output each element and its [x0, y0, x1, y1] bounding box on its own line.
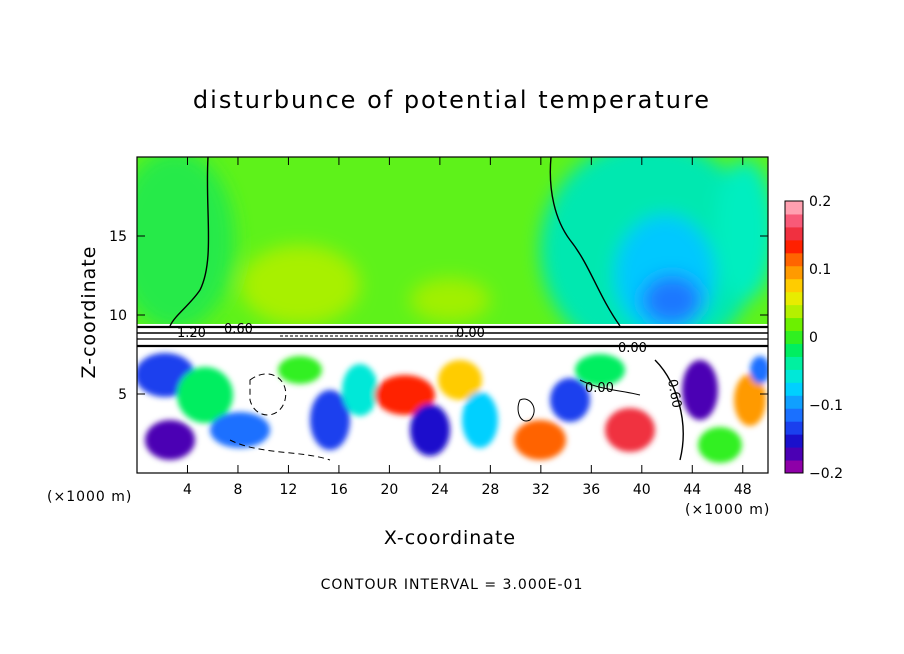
colorbar: 0.2 0.1 0 −0.1 −0.2 [784, 194, 843, 482]
colorbar-segment [785, 239, 803, 254]
contour-label: 0.00 [456, 326, 485, 341]
x-tick-label: 12 [280, 482, 298, 498]
chart-title: disturbunce of potential temperature [192, 86, 712, 114]
contour-label: 1.20 [177, 326, 206, 341]
contour-eddy-2 [517, 398, 535, 422]
colorbar-segment [785, 408, 803, 422]
colorbar-tick-label: 0.1 [809, 262, 831, 278]
colorbar-segment [785, 265, 803, 280]
x-tick-label: 32 [532, 482, 550, 498]
contour-interval-note: CONTOUR INTERVAL = 3.000E-01 [320, 577, 584, 593]
y-tick-label: 5 [118, 387, 127, 403]
contour-label-group: 1.20 0.60 0.00 0.00 0.00 0.60 [177, 322, 684, 409]
field-upper-anomalies [137, 157, 768, 360]
colorbar-tick-label: 0 [809, 330, 818, 346]
contour-eddy-4 [229, 439, 331, 461]
colorbar-segment [785, 460, 803, 474]
colorbar-segment [785, 213, 803, 228]
contour-label: 0.00 [618, 341, 647, 356]
colorbar-segment [785, 330, 803, 344]
colorbar-frame [784, 200, 804, 474]
x-tick-label: 16 [330, 482, 348, 498]
colorbar-segment [785, 382, 803, 396]
contour-zero-right [549, 157, 621, 327]
colorbar-segment [785, 356, 803, 370]
contour-label: 0.60 [224, 322, 253, 337]
y-axis-label: Z-coordinate [78, 245, 100, 379]
x-tick-label: 44 [683, 482, 701, 498]
contour-label: 0.00 [585, 381, 614, 396]
x-tick-label: 24 [431, 482, 449, 498]
colorbar-segment [785, 421, 803, 435]
contour-eddy-5 [579, 379, 641, 396]
colorbar-segment [785, 317, 803, 332]
x-tick-label: 8 [233, 482, 242, 498]
contour-label: 0.60 [664, 378, 684, 409]
field-lower-eddies [137, 353, 768, 463]
x-tick-label: 36 [582, 482, 600, 498]
y-tick-label: 10 [109, 308, 127, 324]
x-axis-label: X-coordinate [383, 527, 517, 549]
colorbar-segment [785, 395, 803, 409]
colorbar-segment [785, 201, 803, 215]
colorbar-segment [785, 447, 803, 461]
colorbar-segment [785, 343, 803, 357]
x-tick-label: 28 [481, 482, 499, 498]
contour-eddy-3 [654, 359, 684, 461]
x-tick-label: 48 [734, 482, 752, 498]
contour-eddy-1 [249, 373, 287, 416]
colorbar-segment [785, 291, 803, 306]
colorbar-tick-label: −0.1 [809, 398, 843, 414]
x-unit-label-right: (×1000 m) [685, 502, 771, 518]
y-tick-label: 15 [109, 229, 127, 245]
x-tick-label: 20 [380, 482, 398, 498]
colorbar-segment [785, 434, 803, 448]
colorbar-segment [785, 369, 803, 383]
colorbar-segment [785, 226, 803, 241]
x-tick-label: 4 [183, 482, 192, 498]
colorbar-segment [785, 304, 803, 319]
colorbar-segment [785, 252, 803, 267]
contour-zero-left [169, 157, 210, 327]
colorbar-tick-label: −0.2 [809, 466, 843, 482]
heatmap-field [137, 157, 768, 473]
x-unit-label-left: (×1000 m) [47, 489, 133, 505]
x-tick-label: 40 [633, 482, 651, 498]
contour-lines [137, 157, 768, 461]
colorbar-segment [785, 278, 803, 293]
colorbar-tick-label: 0.2 [809, 194, 831, 210]
